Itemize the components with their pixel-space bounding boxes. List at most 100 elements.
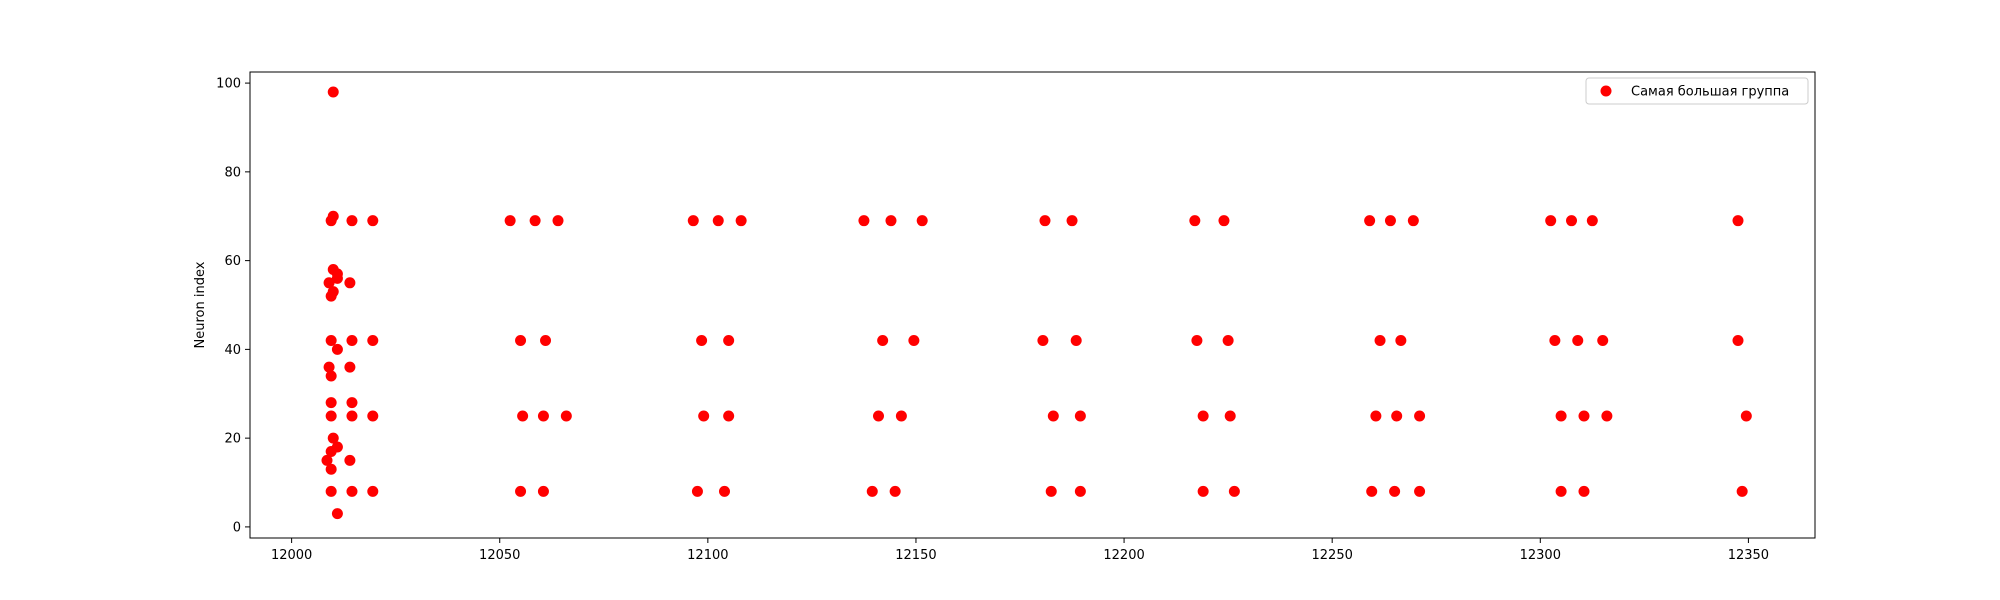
legend: Самая большая группа bbox=[1585, 77, 1809, 105]
data-point bbox=[1601, 410, 1613, 422]
data-point bbox=[696, 335, 708, 347]
data-point bbox=[344, 277, 356, 289]
y-tick-label: 0 bbox=[233, 520, 241, 535]
data-point bbox=[529, 215, 541, 227]
data-point bbox=[1039, 215, 1051, 227]
data-point bbox=[1218, 215, 1230, 227]
data-point bbox=[698, 410, 710, 422]
data-point bbox=[327, 210, 339, 222]
data-point bbox=[515, 335, 527, 347]
data-point bbox=[691, 485, 703, 497]
x-tick-label: 12100 bbox=[687, 548, 728, 563]
y-tick-label: 20 bbox=[224, 432, 241, 447]
data-point bbox=[885, 215, 897, 227]
data-point bbox=[323, 361, 335, 373]
data-point bbox=[1047, 410, 1059, 422]
data-point bbox=[325, 370, 337, 382]
data-point bbox=[1189, 215, 1201, 227]
data-point bbox=[325, 485, 337, 497]
data-point bbox=[1740, 410, 1752, 422]
data-point bbox=[1549, 335, 1561, 347]
data-point bbox=[325, 463, 337, 475]
data-point bbox=[1364, 215, 1376, 227]
x-tick-label: 12050 bbox=[479, 548, 520, 563]
data-points bbox=[321, 86, 1752, 520]
data-point bbox=[327, 86, 339, 98]
data-point bbox=[344, 361, 356, 373]
data-point bbox=[325, 290, 337, 302]
data-point bbox=[1037, 335, 1049, 347]
data-point bbox=[367, 485, 379, 497]
data-point bbox=[1228, 485, 1240, 497]
data-point bbox=[1191, 335, 1203, 347]
data-point bbox=[723, 335, 735, 347]
x-axis: 12000 12050 12100 12150 12200 12250 12300 12350 bbox=[271, 538, 1769, 563]
data-point bbox=[331, 508, 343, 520]
data-point bbox=[1578, 485, 1590, 497]
data-point bbox=[889, 485, 901, 497]
data-point bbox=[1578, 410, 1590, 422]
data-point bbox=[540, 335, 552, 347]
data-point bbox=[344, 454, 356, 466]
data-point bbox=[858, 215, 870, 227]
data-point bbox=[872, 410, 884, 422]
data-point bbox=[1197, 485, 1209, 497]
x-tick-label: 12300 bbox=[1520, 548, 1561, 563]
data-point bbox=[1066, 215, 1078, 227]
data-point bbox=[1370, 410, 1382, 422]
data-point bbox=[1566, 215, 1578, 227]
data-point bbox=[1391, 410, 1403, 422]
data-point bbox=[1597, 335, 1609, 347]
data-point bbox=[504, 215, 516, 227]
data-point bbox=[687, 215, 699, 227]
data-point bbox=[1389, 485, 1401, 497]
data-point bbox=[331, 343, 343, 355]
data-point bbox=[718, 485, 730, 497]
data-point bbox=[908, 335, 920, 347]
data-point bbox=[325, 410, 337, 422]
data-point bbox=[1366, 485, 1378, 497]
data-point bbox=[916, 215, 928, 227]
data-point bbox=[866, 485, 878, 497]
data-point bbox=[560, 410, 572, 422]
data-point bbox=[1374, 335, 1386, 347]
data-point bbox=[1045, 485, 1057, 497]
data-point bbox=[1222, 335, 1234, 347]
data-point bbox=[723, 410, 735, 422]
data-point bbox=[346, 485, 358, 497]
data-point bbox=[1736, 485, 1748, 497]
data-point bbox=[346, 397, 358, 409]
data-point bbox=[552, 215, 564, 227]
data-point bbox=[321, 454, 333, 466]
data-point bbox=[1572, 335, 1584, 347]
x-tick-label: 12250 bbox=[1312, 548, 1353, 563]
x-tick-label: 12150 bbox=[895, 548, 936, 563]
data-point bbox=[1732, 215, 1744, 227]
data-point bbox=[1414, 410, 1426, 422]
x-tick-label: 12350 bbox=[1728, 548, 1769, 563]
data-point bbox=[1395, 335, 1407, 347]
data-point bbox=[515, 485, 527, 497]
data-point bbox=[367, 215, 379, 227]
data-point bbox=[1414, 485, 1426, 497]
data-point bbox=[1545, 215, 1557, 227]
data-point bbox=[346, 215, 358, 227]
data-point bbox=[323, 277, 335, 289]
y-tick-label: 40 bbox=[224, 343, 241, 358]
data-point bbox=[537, 410, 549, 422]
data-point bbox=[1555, 485, 1567, 497]
data-point bbox=[346, 335, 358, 347]
data-point bbox=[1074, 410, 1086, 422]
data-point bbox=[325, 335, 337, 347]
data-point bbox=[1732, 335, 1744, 347]
data-point bbox=[1224, 410, 1236, 422]
data-point bbox=[1407, 215, 1419, 227]
data-point bbox=[1586, 215, 1598, 227]
data-point bbox=[331, 272, 343, 284]
data-point bbox=[895, 410, 907, 422]
data-point bbox=[712, 215, 724, 227]
data-point bbox=[1555, 410, 1567, 422]
plot-area bbox=[249, 71, 1816, 539]
data-point bbox=[1074, 485, 1086, 497]
